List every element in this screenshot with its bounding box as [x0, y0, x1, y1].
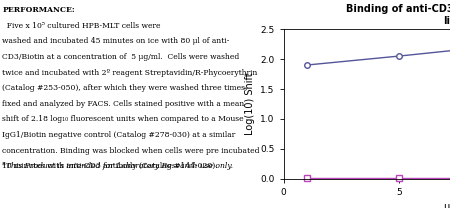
Text: fixed and analyzed by FACS. Cells stained positive with a mean: fixed and analyzed by FACS. Cells staine… — [2, 100, 245, 108]
Text: concentration. Binding was blocked when cells were pre incubated: concentration. Binding was blocked when … — [2, 147, 260, 155]
Title: Binding of anti-CD3/Biotin to human cell
lines: Binding of anti-CD3/Biotin to human cell… — [346, 4, 450, 26]
Text: 10 minutes with anti-CD3 antibody (Catalog #144-020).: 10 minutes with anti-CD3 antibody (Catal… — [2, 162, 218, 170]
Text: Five x 10⁵ cultured HPB-MLT cells were: Five x 10⁵ cultured HPB-MLT cells were — [2, 22, 161, 30]
Text: *This Product is intended for Laboratory Research use only.: *This Product is intended for Laboratory… — [2, 162, 234, 170]
Text: shift of 2.18 log₁₀ fluorescent units when compared to a Mouse: shift of 2.18 log₁₀ fluorescent units wh… — [2, 115, 244, 123]
Text: IgG1/Biotin negative control (Catalog #278-030) at a similar: IgG1/Biotin negative control (Catalog #2… — [2, 131, 236, 139]
Nalm-6 — [304, 177, 309, 180]
Text: twice and incubated with 2º reagent Streptavidin/R-Phycoerythrin: twice and incubated with 2º reagent Stre… — [2, 69, 258, 77]
Line: Nalm-6: Nalm-6 — [304, 176, 450, 181]
Text: PERFORMANCE:: PERFORMANCE: — [2, 6, 75, 14]
Y-axis label: Log(10) Shift: Log(10) Shift — [244, 73, 255, 135]
X-axis label: ug/ml: ug/ml — [443, 202, 450, 208]
Text: CD3/Biotin at a concentration of  5 μg/ml.  Cells were washed: CD3/Biotin at a concentration of 5 μg/ml… — [2, 53, 240, 61]
Text: washed and incubated 45 minutes on ice with 80 μl of anti-: washed and incubated 45 minutes on ice w… — [2, 37, 230, 45]
Line: HPB-MLT: HPB-MLT — [304, 41, 450, 68]
Text: (Catalog #253-050), after which they were washed three times,: (Catalog #253-050), after which they wer… — [2, 84, 248, 92]
HPB-MLT — [396, 55, 402, 57]
Nalm-6 — [396, 177, 402, 180]
HPB-MLT — [304, 64, 309, 66]
